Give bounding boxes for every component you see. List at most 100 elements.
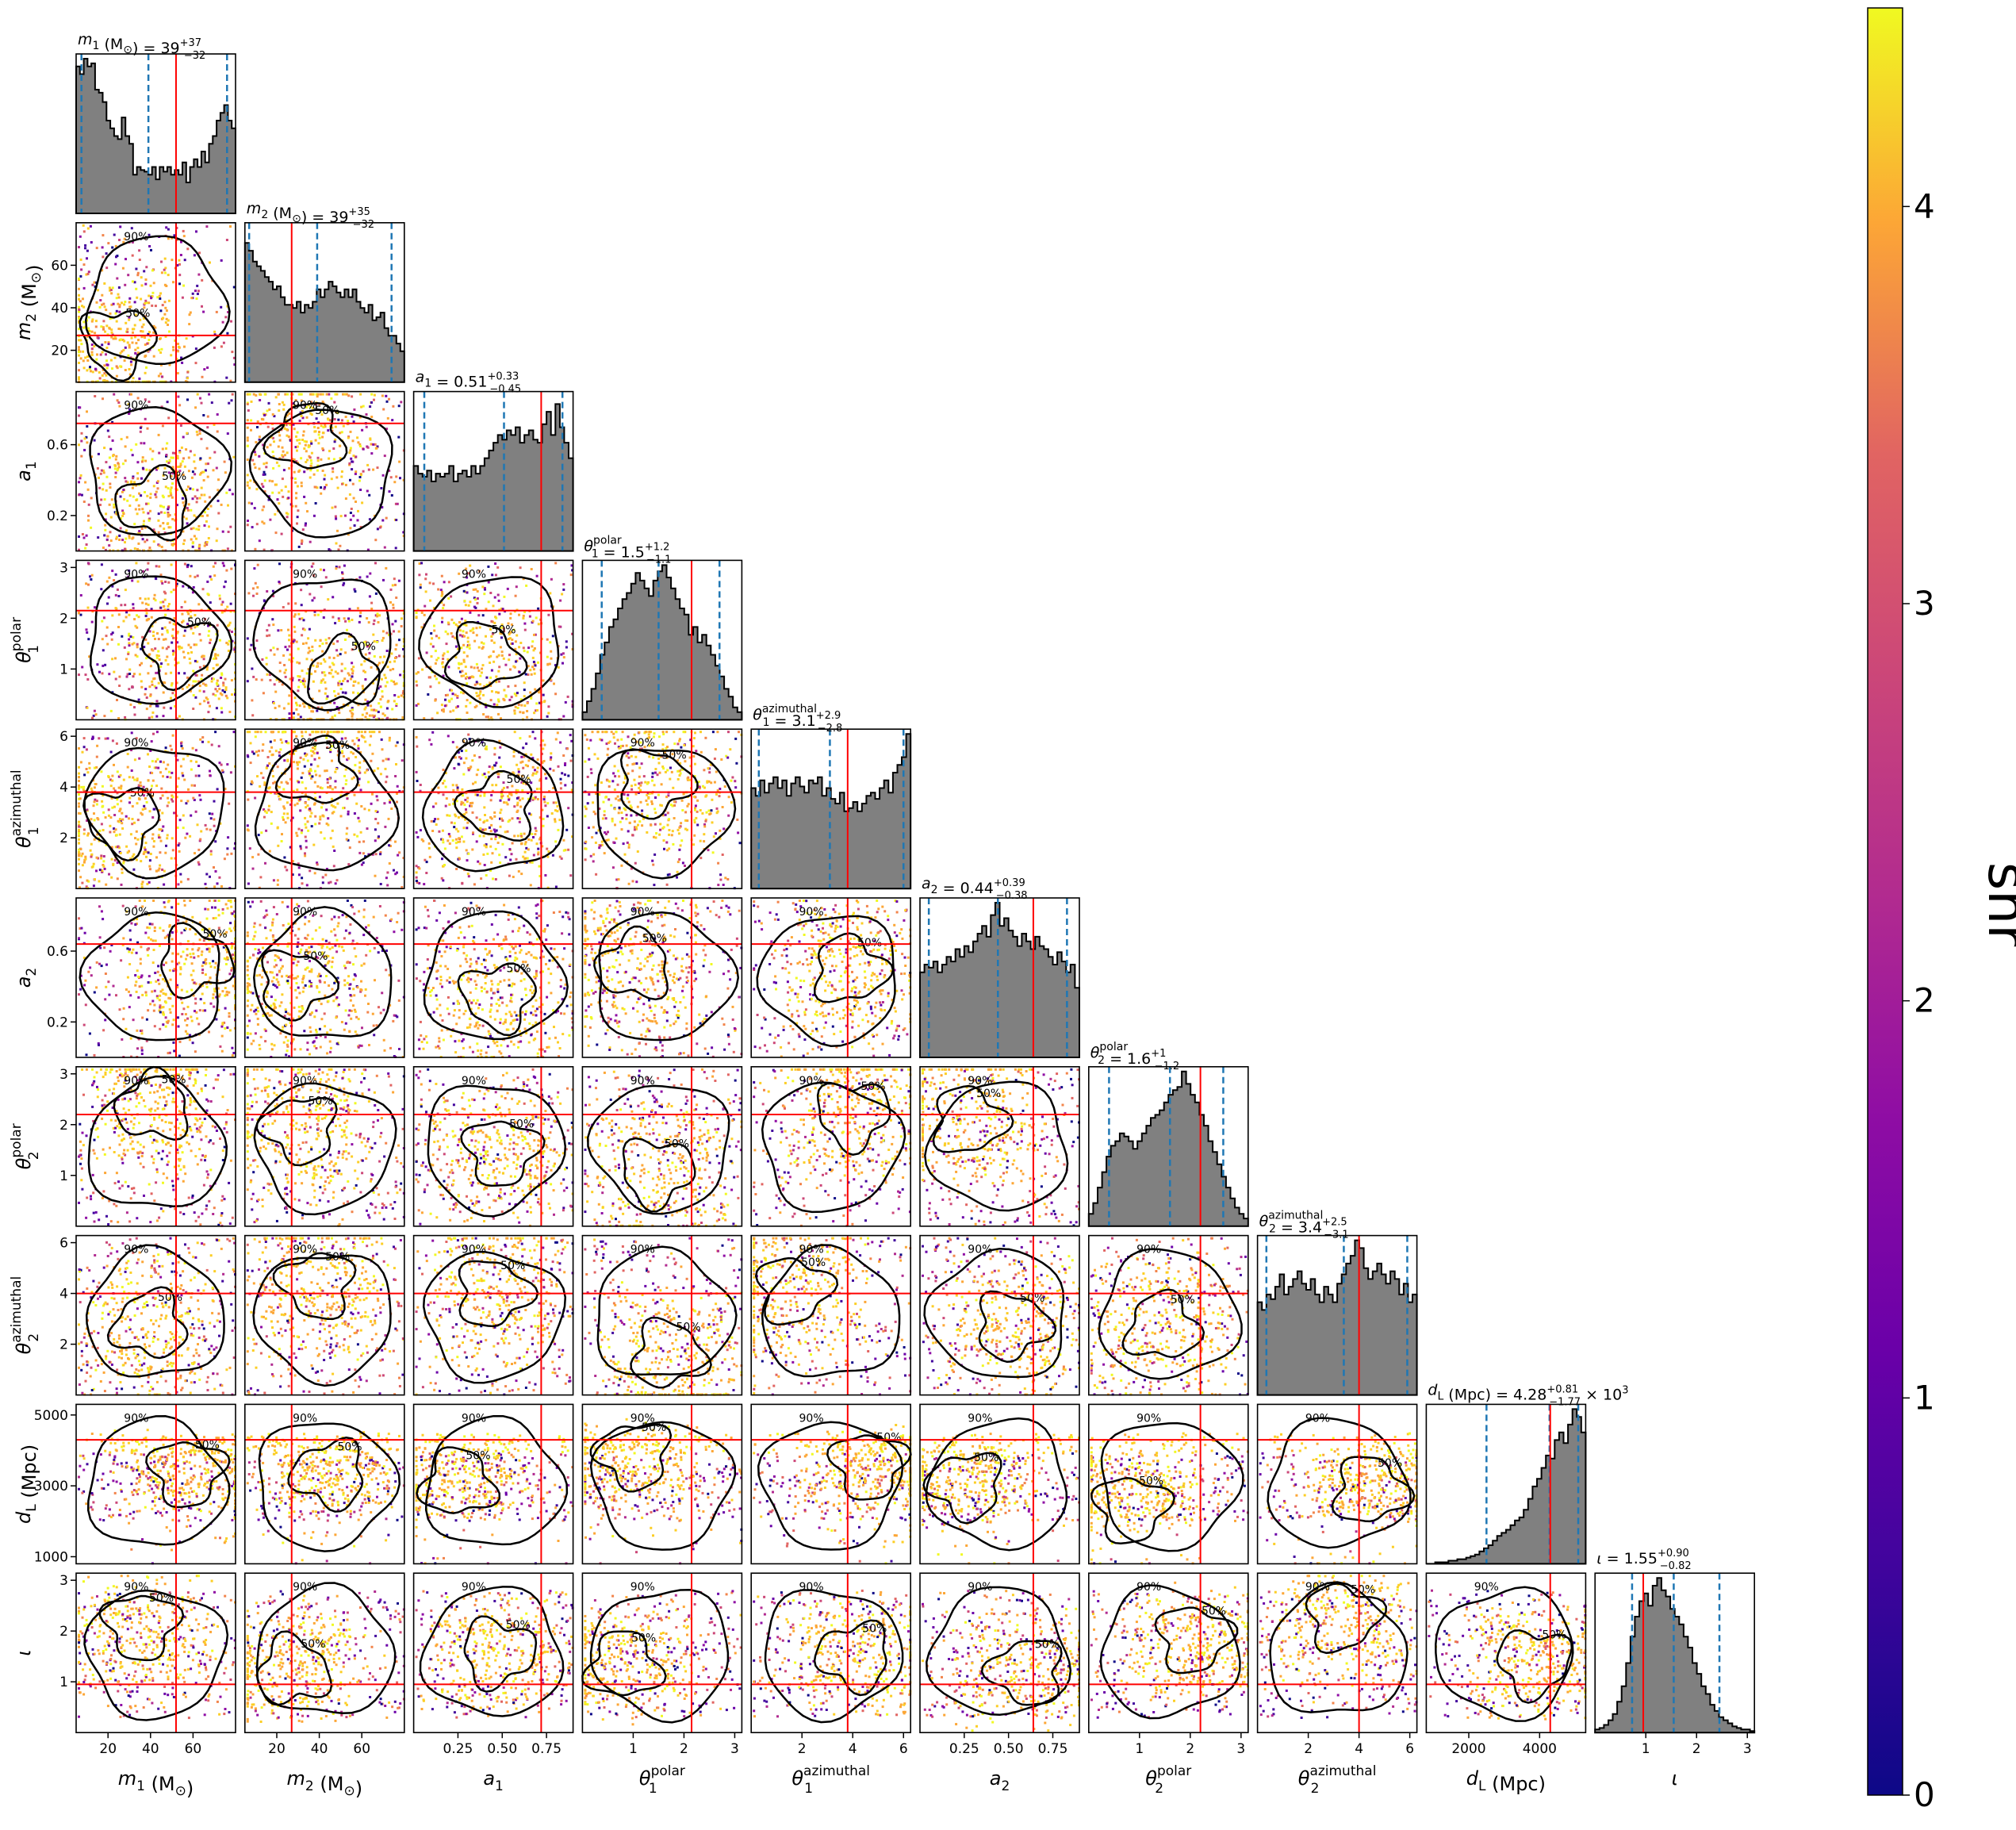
scatter-point [489, 846, 492, 848]
scatter-point [162, 304, 164, 306]
scatter-point [186, 686, 189, 689]
scatter-point [168, 331, 171, 333]
scatter-point [191, 477, 194, 479]
scatter-point [332, 467, 334, 470]
scatter-point [537, 798, 539, 800]
scatter-point [558, 819, 561, 821]
scatter-point [560, 787, 562, 789]
scatter-point [397, 854, 399, 857]
scatter-point [115, 678, 117, 681]
scatter-point [354, 589, 356, 591]
scatter-point [81, 666, 83, 669]
scatter-point [158, 434, 160, 436]
scatter-point [607, 798, 610, 800]
scatter-point [519, 711, 521, 713]
scatter-point [102, 665, 104, 667]
scatter-point [607, 748, 609, 750]
scatter-point [93, 884, 95, 887]
scatter-point [257, 731, 259, 733]
scatter-point [267, 756, 270, 758]
scatter-point [132, 855, 134, 857]
scatter-point [559, 600, 561, 602]
scatter-point [101, 343, 103, 346]
scatter-point [298, 546, 301, 548]
scatter-point [83, 263, 86, 266]
scatter-point [527, 848, 530, 850]
scatter-point [143, 511, 145, 513]
scatter-point [399, 673, 401, 676]
scatter-point [301, 669, 304, 672]
scatter-point [141, 528, 144, 530]
scatter-point [450, 822, 453, 824]
scatter-point [197, 849, 200, 851]
scatter-point [484, 814, 486, 816]
scatter-point [198, 545, 201, 547]
scatter-point [319, 775, 321, 777]
scatter-point [397, 503, 399, 505]
scatter-point [161, 869, 163, 871]
scatter-point [450, 711, 452, 713]
scatter-point [110, 516, 113, 519]
scatter-point [152, 780, 155, 782]
scatter-point [90, 370, 92, 372]
scatter-point [189, 313, 191, 316]
scatter-point [450, 689, 453, 692]
scatter-point [269, 679, 271, 681]
scatter-point [335, 516, 337, 518]
scatter-point [390, 589, 393, 591]
scatter-point [315, 439, 317, 442]
scatter-point [370, 666, 373, 669]
scatter-point [563, 656, 565, 658]
scatter-point [584, 841, 587, 843]
scatter-point [332, 788, 334, 790]
scatter-point [562, 754, 565, 757]
scatter-point [182, 688, 184, 690]
scatter-point [518, 646, 520, 648]
scatter-point [194, 852, 196, 854]
scatter-point [387, 417, 389, 420]
scatter-point [117, 401, 120, 404]
scatter-point [489, 816, 492, 819]
scatter-point [379, 656, 381, 658]
scatter-point [596, 832, 598, 834]
scatter-point [148, 618, 150, 620]
scatter-point [375, 593, 378, 595]
scatter-point [326, 823, 328, 825]
scatter-point [247, 824, 249, 827]
scatter-point [359, 612, 362, 614]
scatter-point [515, 595, 517, 597]
scatter-point [472, 811, 474, 814]
scatter-point [192, 542, 194, 544]
scatter-point [530, 754, 532, 756]
scatter-point [376, 641, 378, 643]
scatter-point [501, 650, 504, 653]
scatter-point [91, 318, 94, 320]
scatter-point [395, 597, 397, 599]
scatter-point [519, 671, 521, 673]
scatter-point [542, 818, 545, 820]
scatter-point [81, 494, 83, 497]
scatter-point [416, 681, 418, 683]
scatter-point [447, 597, 450, 600]
scatter-point [498, 854, 500, 856]
scatter-point [377, 799, 379, 801]
scatter-point [336, 879, 339, 881]
scatter-point [102, 805, 104, 808]
scatter-point [220, 692, 222, 695]
scatter-point [159, 771, 162, 773]
scatter-point [554, 818, 556, 820]
scatter-point [201, 656, 203, 658]
scatter-point [304, 685, 306, 688]
scatter-point [105, 267, 108, 269]
scatter-point [158, 531, 160, 534]
scatter-point [481, 829, 484, 831]
scatter-point [360, 788, 362, 791]
scatter-point [274, 739, 276, 742]
scatter-point [479, 697, 481, 700]
scatter-point [301, 540, 303, 543]
scatter-point [450, 632, 453, 635]
scatter-point [392, 584, 394, 586]
scatter-point [442, 666, 444, 668]
scatter-point [274, 683, 276, 685]
scatter-point [299, 420, 301, 422]
